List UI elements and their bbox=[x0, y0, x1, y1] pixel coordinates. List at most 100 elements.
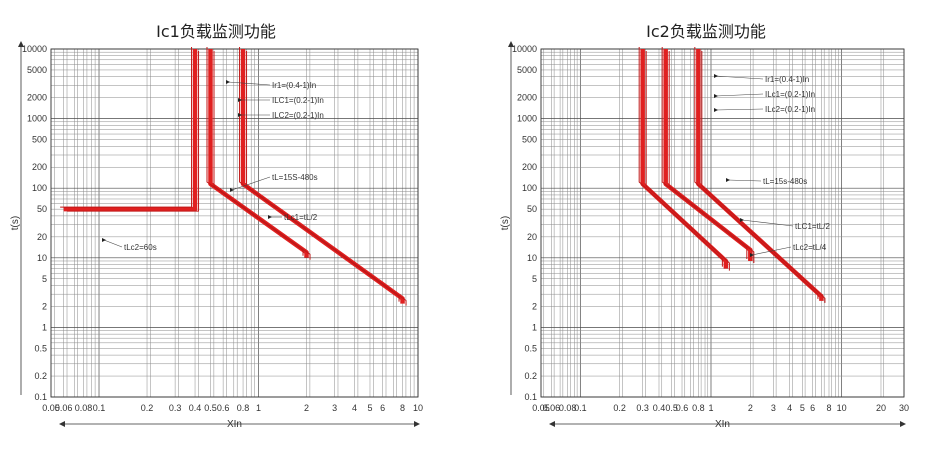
x-tick-label: 0.06 bbox=[55, 403, 73, 413]
chart-ic2: Ic2负载监测功能 10000 5000 2000 1000 500 200 100 50 20 1… bbox=[500, 22, 909, 430]
annotation-arrow-icon bbox=[714, 94, 718, 98]
y-tick-label: 200 bbox=[522, 162, 537, 172]
annotation-label: tLc2=60s bbox=[124, 243, 157, 252]
series-2-outer bbox=[213, 51, 311, 260]
x-tick-label: 0.6 bbox=[217, 403, 230, 413]
y-axis-label: t(s) bbox=[500, 216, 511, 230]
y-axis-arrow-head bbox=[18, 41, 24, 47]
annotation-arrow-icon bbox=[726, 178, 730, 182]
chart-title: Ic1负载监测功能 bbox=[156, 22, 276, 41]
x-tick-label: 0.3 bbox=[636, 403, 649, 413]
annotation-label: tLc1=tL/2 bbox=[284, 213, 318, 222]
x-tick-label: 0.06 bbox=[543, 403, 561, 413]
series-2-inner bbox=[206, 47, 304, 256]
x-tick-label: 4 bbox=[787, 403, 792, 413]
y-tick-label: 50 bbox=[527, 204, 537, 214]
x-tick-label: 8 bbox=[400, 403, 405, 413]
y-tick-label: 20 bbox=[37, 232, 47, 242]
x-tick-label: 5 bbox=[800, 403, 805, 413]
annotation-label: tL=15S-480s bbox=[272, 173, 318, 182]
annotation-arrow-icon bbox=[750, 253, 754, 257]
x-tick-label: 0.1 bbox=[574, 403, 587, 413]
annotation-label: ILc2=(0.2-1)In bbox=[765, 105, 815, 114]
y-tick-label: 1 bbox=[532, 322, 537, 332]
x-tick-label: 0.05 bbox=[532, 403, 550, 413]
series-3-inner bbox=[694, 47, 819, 299]
x-axis-arrow-head-right bbox=[414, 421, 420, 427]
x-tick-label: 0.6 bbox=[676, 403, 689, 413]
y-tick-label: 10000 bbox=[512, 44, 537, 54]
annotation-leader bbox=[751, 246, 792, 256]
series-3-band bbox=[696, 49, 824, 301]
y-tick-label: 100 bbox=[522, 183, 537, 193]
annotation-label: tLc2=tL/4 bbox=[793, 243, 827, 252]
y-tick-label: 1000 bbox=[27, 114, 47, 124]
annotation-leader bbox=[227, 81, 271, 86]
x-tick-label: 0.4 bbox=[653, 403, 666, 413]
x-tick-label: 0.2 bbox=[613, 403, 626, 413]
series-2-inner bbox=[661, 47, 748, 259]
y-tick-label: 0.2 bbox=[34, 371, 47, 381]
x-axis-arrow-head-left bbox=[59, 421, 65, 427]
x-tick-label: 2 bbox=[304, 403, 309, 413]
series-1-band bbox=[640, 49, 729, 269]
annotation-arrow-icon bbox=[102, 238, 106, 242]
x-tick-label: 6 bbox=[810, 403, 815, 413]
x-tick-label: 1 bbox=[256, 403, 261, 413]
series-1-inner bbox=[638, 47, 723, 267]
y-tick-label: 5000 bbox=[27, 65, 47, 75]
x-tick-label: 8 bbox=[826, 403, 831, 413]
x-tick-label: 0.1 bbox=[93, 403, 106, 413]
annotation-leader bbox=[103, 239, 123, 248]
x-tick-label: 4 bbox=[352, 403, 357, 413]
annotation-label: Ir1=(0.4-1)In bbox=[272, 81, 316, 90]
series-1-band bbox=[63, 49, 198, 212]
x-tick-label: 10 bbox=[837, 403, 847, 413]
annotation-label: tL=15s-480s bbox=[763, 177, 807, 186]
y-tick-label: 1 bbox=[42, 322, 47, 332]
x-tick-label: 0.3 bbox=[169, 403, 182, 413]
y-tick-label: 200 bbox=[32, 162, 47, 172]
annotation-leader bbox=[727, 179, 762, 182]
x-tick-label: 30 bbox=[899, 403, 909, 413]
annotations: Ir1=(0.4-1)In ILC1=(0.2-1)In ILC2=(0.2-1)I… bbox=[102, 80, 324, 252]
y-tick-label: 50 bbox=[37, 204, 47, 214]
y-tick-label: 2 bbox=[532, 301, 537, 311]
annotation-label: ILC2=(0.2-1)In bbox=[272, 111, 324, 120]
x-tick-label: 5 bbox=[367, 403, 372, 413]
series-3-outer bbox=[246, 51, 407, 306]
curve-group bbox=[60, 47, 407, 306]
annotation-arrow-icon bbox=[714, 108, 718, 112]
x-axis-label: XIn bbox=[227, 419, 242, 430]
plot-frame bbox=[540, 48, 905, 398]
annotation-leader bbox=[231, 176, 271, 191]
chart-ic1: Ic1负载监测功能 10000 5000 2000 1000 500 200 100 50 20 1… bbox=[10, 22, 423, 430]
y-axis-arrow-head bbox=[508, 41, 514, 47]
x-tick-label: 0.8 bbox=[237, 403, 250, 413]
series-1-outer bbox=[645, 51, 730, 271]
y-tick-label: 2000 bbox=[517, 93, 537, 103]
x-tick-label: 2 bbox=[748, 403, 753, 413]
x-tick-label: 0.05 bbox=[42, 403, 60, 413]
annotation-label: Ir1=(0.4-1)In bbox=[765, 75, 809, 84]
y-tick-label: 100 bbox=[32, 183, 47, 193]
y-tick-label: 500 bbox=[522, 135, 537, 145]
chart-title: Ic2负载监测功能 bbox=[646, 22, 766, 41]
x-tick-label: 1 bbox=[708, 403, 713, 413]
x-tick-label: 0.8 bbox=[692, 403, 705, 413]
y-axis-label: t(s) bbox=[10, 216, 21, 230]
x-axis-arrow-head-left bbox=[549, 421, 555, 427]
x-tick-label: 0.08 bbox=[559, 403, 577, 413]
y-tick-label: 2 bbox=[42, 301, 47, 311]
x-tick-label: 0.2 bbox=[141, 403, 154, 413]
x-tick-label: 0.08 bbox=[75, 403, 93, 413]
x-tick-label: 0.5 bbox=[204, 403, 217, 413]
x-tick-label: 3 bbox=[771, 403, 776, 413]
x-tick-label: 0.4 bbox=[189, 403, 202, 413]
y-tick-label: 20 bbox=[527, 232, 537, 242]
y-tick-label: 0.5 bbox=[34, 343, 47, 353]
annotation-leader bbox=[715, 93, 764, 97]
x-tick-label: 3 bbox=[332, 403, 337, 413]
y-tick-label: 10 bbox=[527, 253, 537, 263]
